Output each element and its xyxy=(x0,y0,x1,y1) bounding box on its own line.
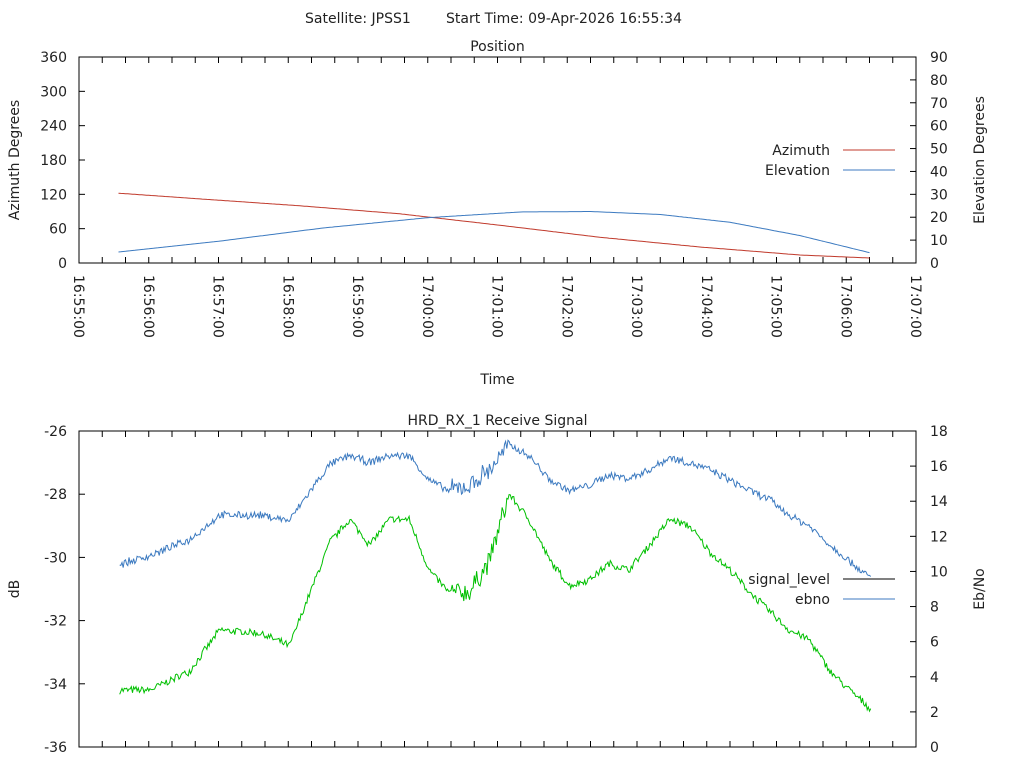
legend-label-ebno: ebno xyxy=(795,592,830,608)
plot-border xyxy=(78,56,917,264)
y-tick-label: 180 xyxy=(40,153,67,169)
y2-tick-label: 0 xyxy=(930,256,939,272)
series-line-elevation xyxy=(118,211,870,254)
y2-tick-label: 12 xyxy=(930,529,948,545)
y-axis-label: dB xyxy=(7,580,23,599)
y2-tick-label: 0 xyxy=(930,740,939,756)
x-tick-label: 16:57:00 xyxy=(210,275,226,338)
y2-tick-label: 90 xyxy=(930,50,948,66)
y2-tick-label: 10 xyxy=(930,233,948,249)
plot-border xyxy=(78,430,917,748)
x-tick-label: 17:01:00 xyxy=(489,275,505,338)
y2-tick-label: 4 xyxy=(930,670,939,686)
y2-tick-label: 80 xyxy=(930,73,948,89)
y2-tick-label: 70 xyxy=(930,96,948,112)
satellite-label: Satellite: JPSS1 xyxy=(305,11,411,27)
y-tick-label: -30 xyxy=(44,550,67,566)
plot-title: HRD_RX_1 Receive Signal xyxy=(408,413,588,429)
legend-label-elevation: Elevation xyxy=(765,163,830,179)
x-tick-label: 17:03:00 xyxy=(628,275,644,338)
x-tick-label: 17:02:00 xyxy=(558,275,574,338)
legend-label-azimuth: Azimuth xyxy=(772,143,830,159)
x-tick-label: 17:04:00 xyxy=(698,275,714,338)
x-axis-label: Time xyxy=(479,372,514,388)
y-tick-label: -34 xyxy=(44,677,67,693)
y-tick-label: 60 xyxy=(49,222,67,238)
series-line-ebno xyxy=(119,439,872,577)
x-tick-label: 17:06:00 xyxy=(837,275,853,338)
x-tick-label: 16:59:00 xyxy=(349,275,365,338)
y2-tick-label: 60 xyxy=(930,119,948,135)
y2-tick-label: 2 xyxy=(930,705,939,721)
y2-tick-label: 14 xyxy=(930,494,948,510)
x-tick-label: 16:56:00 xyxy=(140,275,156,338)
y2-tick-label: 10 xyxy=(930,564,948,580)
y-tick-label: 300 xyxy=(40,84,67,100)
y-tick-label: 120 xyxy=(40,187,67,203)
legend-label-signal_level: signal_level xyxy=(748,572,830,588)
y-tick-label: -28 xyxy=(44,487,67,503)
y-axis-label: Azimuth Degrees xyxy=(7,100,23,220)
series-line-azimuth xyxy=(118,192,870,259)
y-tick-label: 0 xyxy=(58,256,67,272)
y2-tick-label: 30 xyxy=(930,187,948,203)
plot-title: Position xyxy=(470,39,525,55)
y2-tick-label: 6 xyxy=(930,635,939,651)
y2-axis-label: Elevation Degrees xyxy=(972,96,988,224)
y2-tick-label: 8 xyxy=(930,600,939,616)
y2-tick-label: 20 xyxy=(930,210,948,226)
y2-tick-label: 16 xyxy=(930,459,948,475)
position-plot: Position 16:55:00 16:56:00 16:57:00 16:58:00… xyxy=(7,39,988,388)
y2-tick-label: 50 xyxy=(930,142,948,158)
x-tick-label: 17:07:00 xyxy=(907,275,923,338)
y2-axis-label: Eb/No xyxy=(972,568,988,610)
x-tick-label: 17:00:00 xyxy=(419,275,435,338)
y-tick-label: -32 xyxy=(44,614,67,630)
series-line-signal_level xyxy=(119,494,872,713)
y-tick-label: 240 xyxy=(40,119,67,135)
start-time-label: Start Time: 09-Apr-2026 16:55:34 xyxy=(446,11,682,27)
y2-tick-label: 18 xyxy=(930,424,948,440)
receive-signal-plot: HRD_RX_1 Receive Signal -36 -34 -32 -30 -28 -2… xyxy=(7,413,988,756)
x-tick-label: 17:05:00 xyxy=(768,275,784,338)
x-tick-label: 16:55:00 xyxy=(70,275,86,338)
y-tick-label: 360 xyxy=(40,50,67,66)
y2-tick-label: 40 xyxy=(930,164,948,180)
y-tick-label: -26 xyxy=(44,424,67,440)
x-tick-label: 16:58:00 xyxy=(279,275,295,338)
y-tick-label: -36 xyxy=(44,740,67,756)
